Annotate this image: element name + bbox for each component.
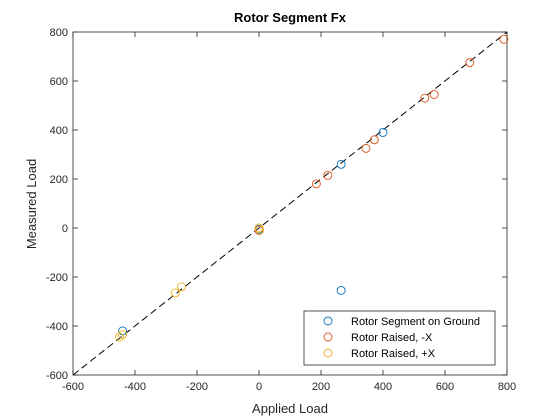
axes-box: [72, 31, 508, 376]
y-tick-label: 600: [50, 76, 68, 88]
data-point: [177, 282, 186, 292]
x-axis-title: Applied Load: [252, 401, 328, 416]
data-point: [254, 225, 264, 235]
x-tick-label: 600: [436, 381, 454, 393]
x-tick-label: 0: [256, 381, 262, 393]
series-2: [254, 34, 509, 235]
legend-marker: [323, 348, 333, 358]
legend-marker: [323, 316, 333, 326]
legend: Rotor Segment on Ground Rotor Raised, -X R…: [303, 310, 496, 366]
x-tick-label: 800: [498, 381, 516, 393]
x-tick-label: 400: [374, 381, 392, 393]
x-tick-label: -200: [186, 381, 208, 393]
series-1: [118, 127, 388, 336]
x-tick-label: 200: [312, 381, 330, 393]
legend-box: [303, 310, 496, 366]
y-tick-label: -600: [46, 370, 68, 382]
y-tick-label: -400: [46, 321, 68, 333]
reference-line: [72, 31, 508, 376]
data-point: [255, 225, 265, 235]
y-tick-label: 800: [50, 27, 68, 39]
plot-area: -600 -400 -200 0 200 400 600 800 -600 -400 -200 0 20…: [46, 27, 516, 393]
data-point: [378, 127, 388, 137]
data-point: [465, 58, 475, 68]
y-tick-label: 400: [50, 125, 68, 137]
y-axis-title: Measured Load: [24, 159, 39, 249]
data-point: [420, 93, 430, 103]
series-3: [115, 223, 265, 342]
data-point: [429, 90, 439, 99]
y-tick-label: 200: [50, 174, 68, 186]
chart-title: Rotor Segment Fx: [234, 10, 347, 25]
data-point: [311, 179, 321, 189]
legend-label: Rotor Raised, -X: [351, 332, 433, 344]
legend-label: Rotor Raised, +X: [351, 348, 436, 360]
y-tick-label: -200: [46, 272, 68, 284]
data-point: [323, 170, 333, 180]
data-point: [499, 34, 509, 44]
x-tick-label: -400: [124, 381, 146, 393]
legend-label: Rotor Segment on Ground: [351, 316, 480, 328]
data-point: [369, 135, 379, 145]
x-tick-label: -600: [62, 381, 84, 393]
y-tick-label: 0: [62, 223, 68, 235]
data-point: [361, 143, 371, 153]
data-point: [336, 159, 346, 169]
legend-marker: [323, 332, 333, 342]
data-point: [170, 288, 180, 298]
data-point: [336, 286, 346, 295]
data-point: [118, 330, 128, 340]
data-point: [115, 332, 124, 342]
